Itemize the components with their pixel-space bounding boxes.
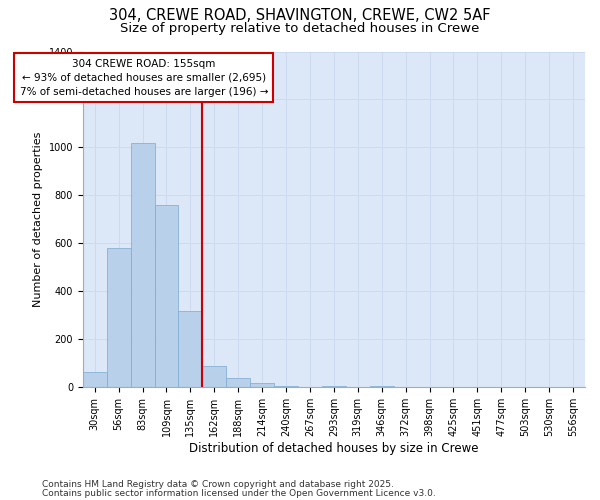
Bar xyxy=(155,205,178,388)
Bar xyxy=(178,310,202,388)
X-axis label: Distribution of detached houses by size in Crewe: Distribution of detached houses by size … xyxy=(189,442,479,455)
Y-axis label: Number of detached properties: Number of detached properties xyxy=(33,132,43,307)
Text: Size of property relative to detached houses in Crewe: Size of property relative to detached ho… xyxy=(121,22,479,35)
Bar xyxy=(226,378,250,388)
Bar xyxy=(131,142,155,388)
Text: 304, CREWE ROAD, SHAVINGTON, CREWE, CW2 5AF: 304, CREWE ROAD, SHAVINGTON, CREWE, CW2 … xyxy=(109,8,491,22)
Bar xyxy=(83,372,107,388)
Bar xyxy=(250,382,274,388)
Text: Contains HM Land Registry data © Crown copyright and database right 2025.: Contains HM Land Registry data © Crown c… xyxy=(42,480,394,489)
Text: Contains public sector information licensed under the Open Government Licence v3: Contains public sector information licen… xyxy=(42,489,436,498)
Bar xyxy=(322,386,346,388)
Text: 304 CREWE ROAD: 155sqm
← 93% of detached houses are smaller (2,695)
7% of semi-d: 304 CREWE ROAD: 155sqm ← 93% of detached… xyxy=(20,58,268,96)
Bar xyxy=(274,386,298,388)
Bar xyxy=(370,386,394,388)
Bar xyxy=(107,248,131,388)
Bar xyxy=(202,366,226,388)
